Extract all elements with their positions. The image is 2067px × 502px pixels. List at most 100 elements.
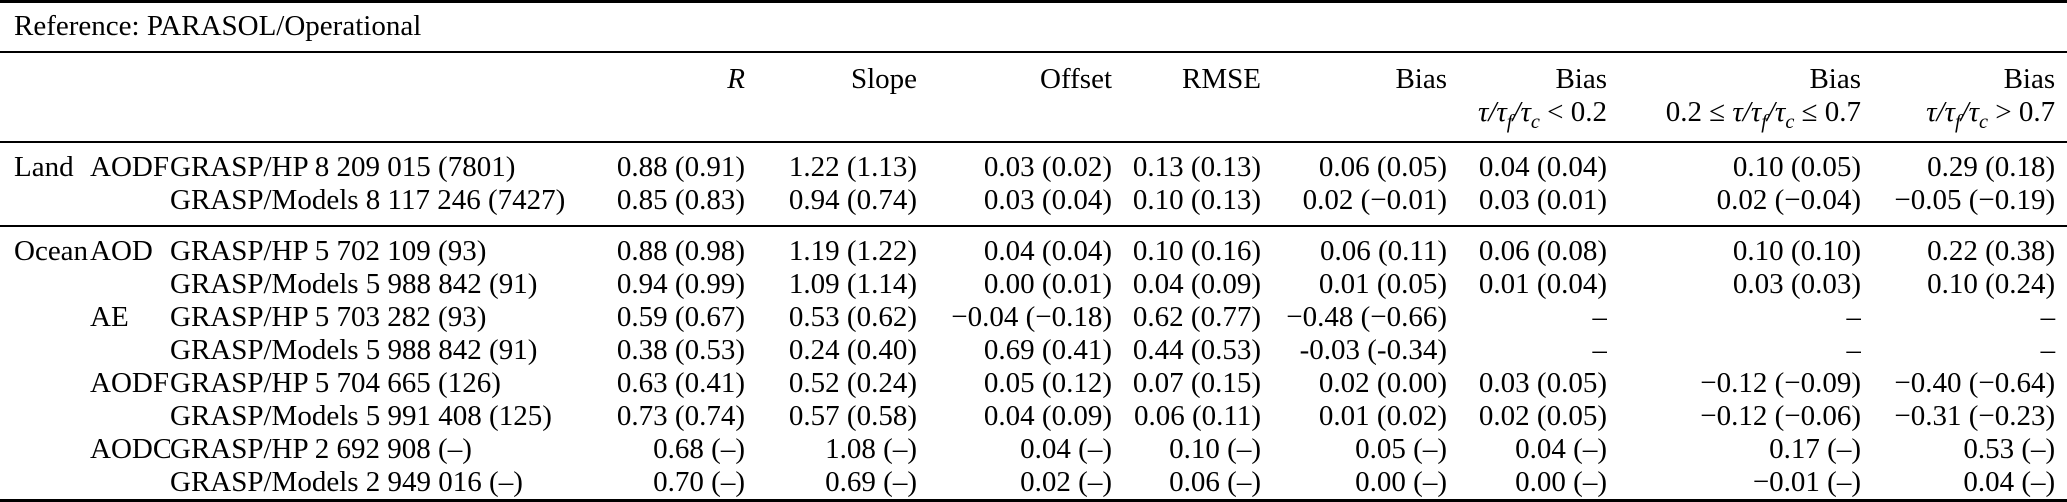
cell-bias-lt: 0.06 (0.08) bbox=[1478, 235, 1607, 267]
cell-rmse: 0.10 (0.13) bbox=[1112, 184, 1261, 227]
cell-slope: 0.69 (–) bbox=[825, 466, 917, 498]
cell-dataset-name: GRASP/Models 5 988 842 (91) bbox=[170, 334, 538, 366]
cell-bias-gt: – bbox=[2040, 334, 2056, 366]
header-cond-lt: τ/τf/τc < 0.2 bbox=[1447, 96, 1607, 143]
cell-product-type: AE bbox=[90, 301, 129, 333]
cell-rmse: 0.44 (0.53) bbox=[1132, 334, 1261, 366]
cell-bias-gt: 0.22 (0.38) bbox=[1927, 235, 2056, 267]
table-title-row: Reference: PARASOL/Operational bbox=[0, 1, 2067, 53]
cell-bias: 0.02 (0.00) bbox=[1318, 367, 1447, 399]
cell-bias-mid: 0.10 (0.10) bbox=[1732, 235, 1861, 267]
cell-dataset-name: GRASP/HP 5 702 109 (93) bbox=[170, 235, 487, 267]
cell-region bbox=[0, 466, 90, 501]
cell-bias: 0.02 (−0.01) bbox=[1261, 184, 1447, 227]
cell-bias: 0.00 (–) bbox=[1355, 466, 1447, 498]
table-row: GRASP/Models 5 988 842 (91) 0.94 (0.99) … bbox=[0, 268, 2067, 301]
cell-bias-lt: 0.04 (0.04) bbox=[1478, 151, 1607, 183]
table-row: AODC GRASP/HP 2 692 908 (–) 0.68 (–) 1.0… bbox=[0, 433, 2067, 466]
cell-rmse: 0.04 (0.09) bbox=[1132, 268, 1261, 300]
cell-region bbox=[0, 334, 90, 367]
cell-bias-lt: 0.01 (0.04) bbox=[1478, 268, 1607, 300]
cell-dataset-name: GRASP/HP 8 209 015 (7801) bbox=[170, 151, 516, 183]
header-bias-mid: Bias bbox=[1809, 63, 1861, 95]
cell-rmse: 0.06 (–) bbox=[1169, 466, 1261, 498]
cell-bias-gt: 0.04 (–) bbox=[1963, 466, 2056, 498]
cell-bias: 0.05 (–) bbox=[1355, 433, 1447, 465]
cell-bias: 0.06 (0.05) bbox=[1318, 151, 1447, 183]
cell-slope: 0.94 (0.74) bbox=[745, 184, 917, 227]
cell-region bbox=[0, 184, 90, 227]
header-slope: Slope bbox=[850, 63, 917, 95]
header-bias: Bias bbox=[1395, 63, 1447, 95]
header-spacer bbox=[0, 96, 590, 143]
cell-bias-gt: 0.29 (0.18) bbox=[1927, 151, 2056, 183]
cell-product-type bbox=[90, 334, 170, 367]
cell-region bbox=[0, 400, 90, 433]
cell-slope: 0.57 (0.58) bbox=[788, 400, 917, 432]
cell-bias-mid: 0.10 (0.05) bbox=[1732, 151, 1861, 183]
cell-bias-mid: −0.01 (–) bbox=[1752, 466, 1861, 498]
cell-slope: 1.19 (1.22) bbox=[788, 235, 917, 267]
cell-r: 0.63 (0.41) bbox=[616, 367, 745, 399]
cell-bias-mid: −0.12 (−0.06) bbox=[1700, 400, 1861, 432]
cell-bias-mid: 0.02 (−0.04) bbox=[1607, 184, 1861, 227]
cell-r: 0.59 (0.67) bbox=[616, 301, 745, 333]
header-offset: Offset bbox=[1040, 63, 1112, 95]
header-rmse: RMSE bbox=[1182, 63, 1261, 95]
cell-region: Ocean bbox=[14, 235, 89, 267]
header-bias-gt: Bias bbox=[2003, 63, 2056, 95]
cell-bias-lt: – bbox=[1592, 301, 1608, 333]
cell-product-type: AOD bbox=[90, 235, 153, 267]
cell-bias-mid: 0.03 (0.03) bbox=[1732, 268, 1861, 300]
cell-bias-mid: 0.17 (–) bbox=[1769, 433, 1861, 465]
cell-bias-mid: – bbox=[1846, 301, 1862, 333]
cell-bias: −0.48 (−0.66) bbox=[1286, 301, 1447, 333]
cell-bias-gt: 0.10 (0.24) bbox=[1927, 268, 2056, 300]
cell-rmse: 0.62 (0.77) bbox=[1132, 301, 1261, 333]
cell-offset: 0.04 (–) bbox=[1020, 433, 1112, 465]
cell-r: 0.85 (0.83) bbox=[590, 184, 745, 227]
cell-dataset-name: GRASP/HP 5 704 665 (126) bbox=[170, 367, 501, 399]
cell-product-type bbox=[90, 268, 170, 301]
cell-product-type: AODC bbox=[90, 433, 170, 465]
table-row: AE GRASP/HP 5 703 282 (93) 0.59 (0.67) 0… bbox=[0, 301, 2067, 334]
cell-offset: 0.03 (0.02) bbox=[983, 151, 1112, 183]
table-row: GRASP/Models 2 949 016 (–) 0.70 (–) 0.69… bbox=[0, 466, 2067, 501]
cell-dataset-name: GRASP/HP 2 692 908 (–) bbox=[170, 433, 472, 465]
header-r: R bbox=[727, 63, 745, 95]
table-row: AODF GRASP/HP 5 704 665 (126) 0.63 (0.41… bbox=[0, 367, 2067, 400]
cell-bias-gt: 0.53 (–) bbox=[1963, 433, 2056, 465]
cell-rmse: 0.10 (–) bbox=[1169, 433, 1261, 465]
cell-bias-gt: −0.40 (−0.64) bbox=[1894, 367, 2056, 399]
cell-offset: 0.05 (0.12) bbox=[983, 367, 1112, 399]
cell-product-type: AODF bbox=[90, 151, 169, 183]
cell-product-type bbox=[90, 400, 170, 433]
cell-rmse: 0.13 (0.13) bbox=[1132, 151, 1261, 183]
table-row: GRASP/Models 8 117 246 (7427) 0.85 (0.83… bbox=[0, 184, 2067, 227]
cell-slope: 1.08 (–) bbox=[825, 433, 917, 465]
header-row-conditions: τ/τf/τc < 0.2 0.2 ≤ τ/τf/τc ≤ 0.7 τ/τf/τ… bbox=[0, 96, 2067, 143]
cell-bias-mid: – bbox=[1846, 334, 1862, 366]
table-row: GRASP/Models 5 991 408 (125) 0.73 (0.74)… bbox=[0, 400, 2067, 433]
header-spacer bbox=[0, 52, 590, 96]
table-row: Land AODF GRASP/HP 8 209 015 (7801) 0.88… bbox=[0, 142, 2067, 184]
cell-offset: 0.02 (–) bbox=[1020, 466, 1112, 498]
cell-region bbox=[0, 367, 90, 400]
cell-rmse: 0.07 (0.15) bbox=[1132, 367, 1261, 399]
cell-region: Land bbox=[14, 151, 74, 183]
cell-bias: 0.06 (0.11) bbox=[1320, 235, 1447, 267]
cell-dataset-name: GRASP/Models 5 988 842 (91) bbox=[170, 268, 538, 300]
cell-offset: 0.04 (0.04) bbox=[983, 235, 1112, 267]
cell-slope: 1.09 (1.14) bbox=[788, 268, 917, 300]
cell-r: 0.70 (–) bbox=[653, 466, 745, 498]
cell-bias: -0.03 (-0.34) bbox=[1299, 334, 1447, 366]
cell-product-type: AODF bbox=[90, 367, 169, 399]
cell-dataset-name: GRASP/Models 8 117 246 (7427) bbox=[170, 184, 590, 227]
cell-r: 0.88 (0.91) bbox=[616, 151, 745, 183]
cell-dataset-name: GRASP/HP 5 703 282 (93) bbox=[170, 301, 487, 333]
cell-rmse: 0.10 (0.16) bbox=[1132, 235, 1261, 267]
cell-slope: 0.53 (0.62) bbox=[788, 301, 917, 333]
cell-dataset-name: GRASP/Models 2 949 016 (–) bbox=[170, 466, 523, 498]
cell-r: 0.73 (0.74) bbox=[616, 400, 745, 432]
